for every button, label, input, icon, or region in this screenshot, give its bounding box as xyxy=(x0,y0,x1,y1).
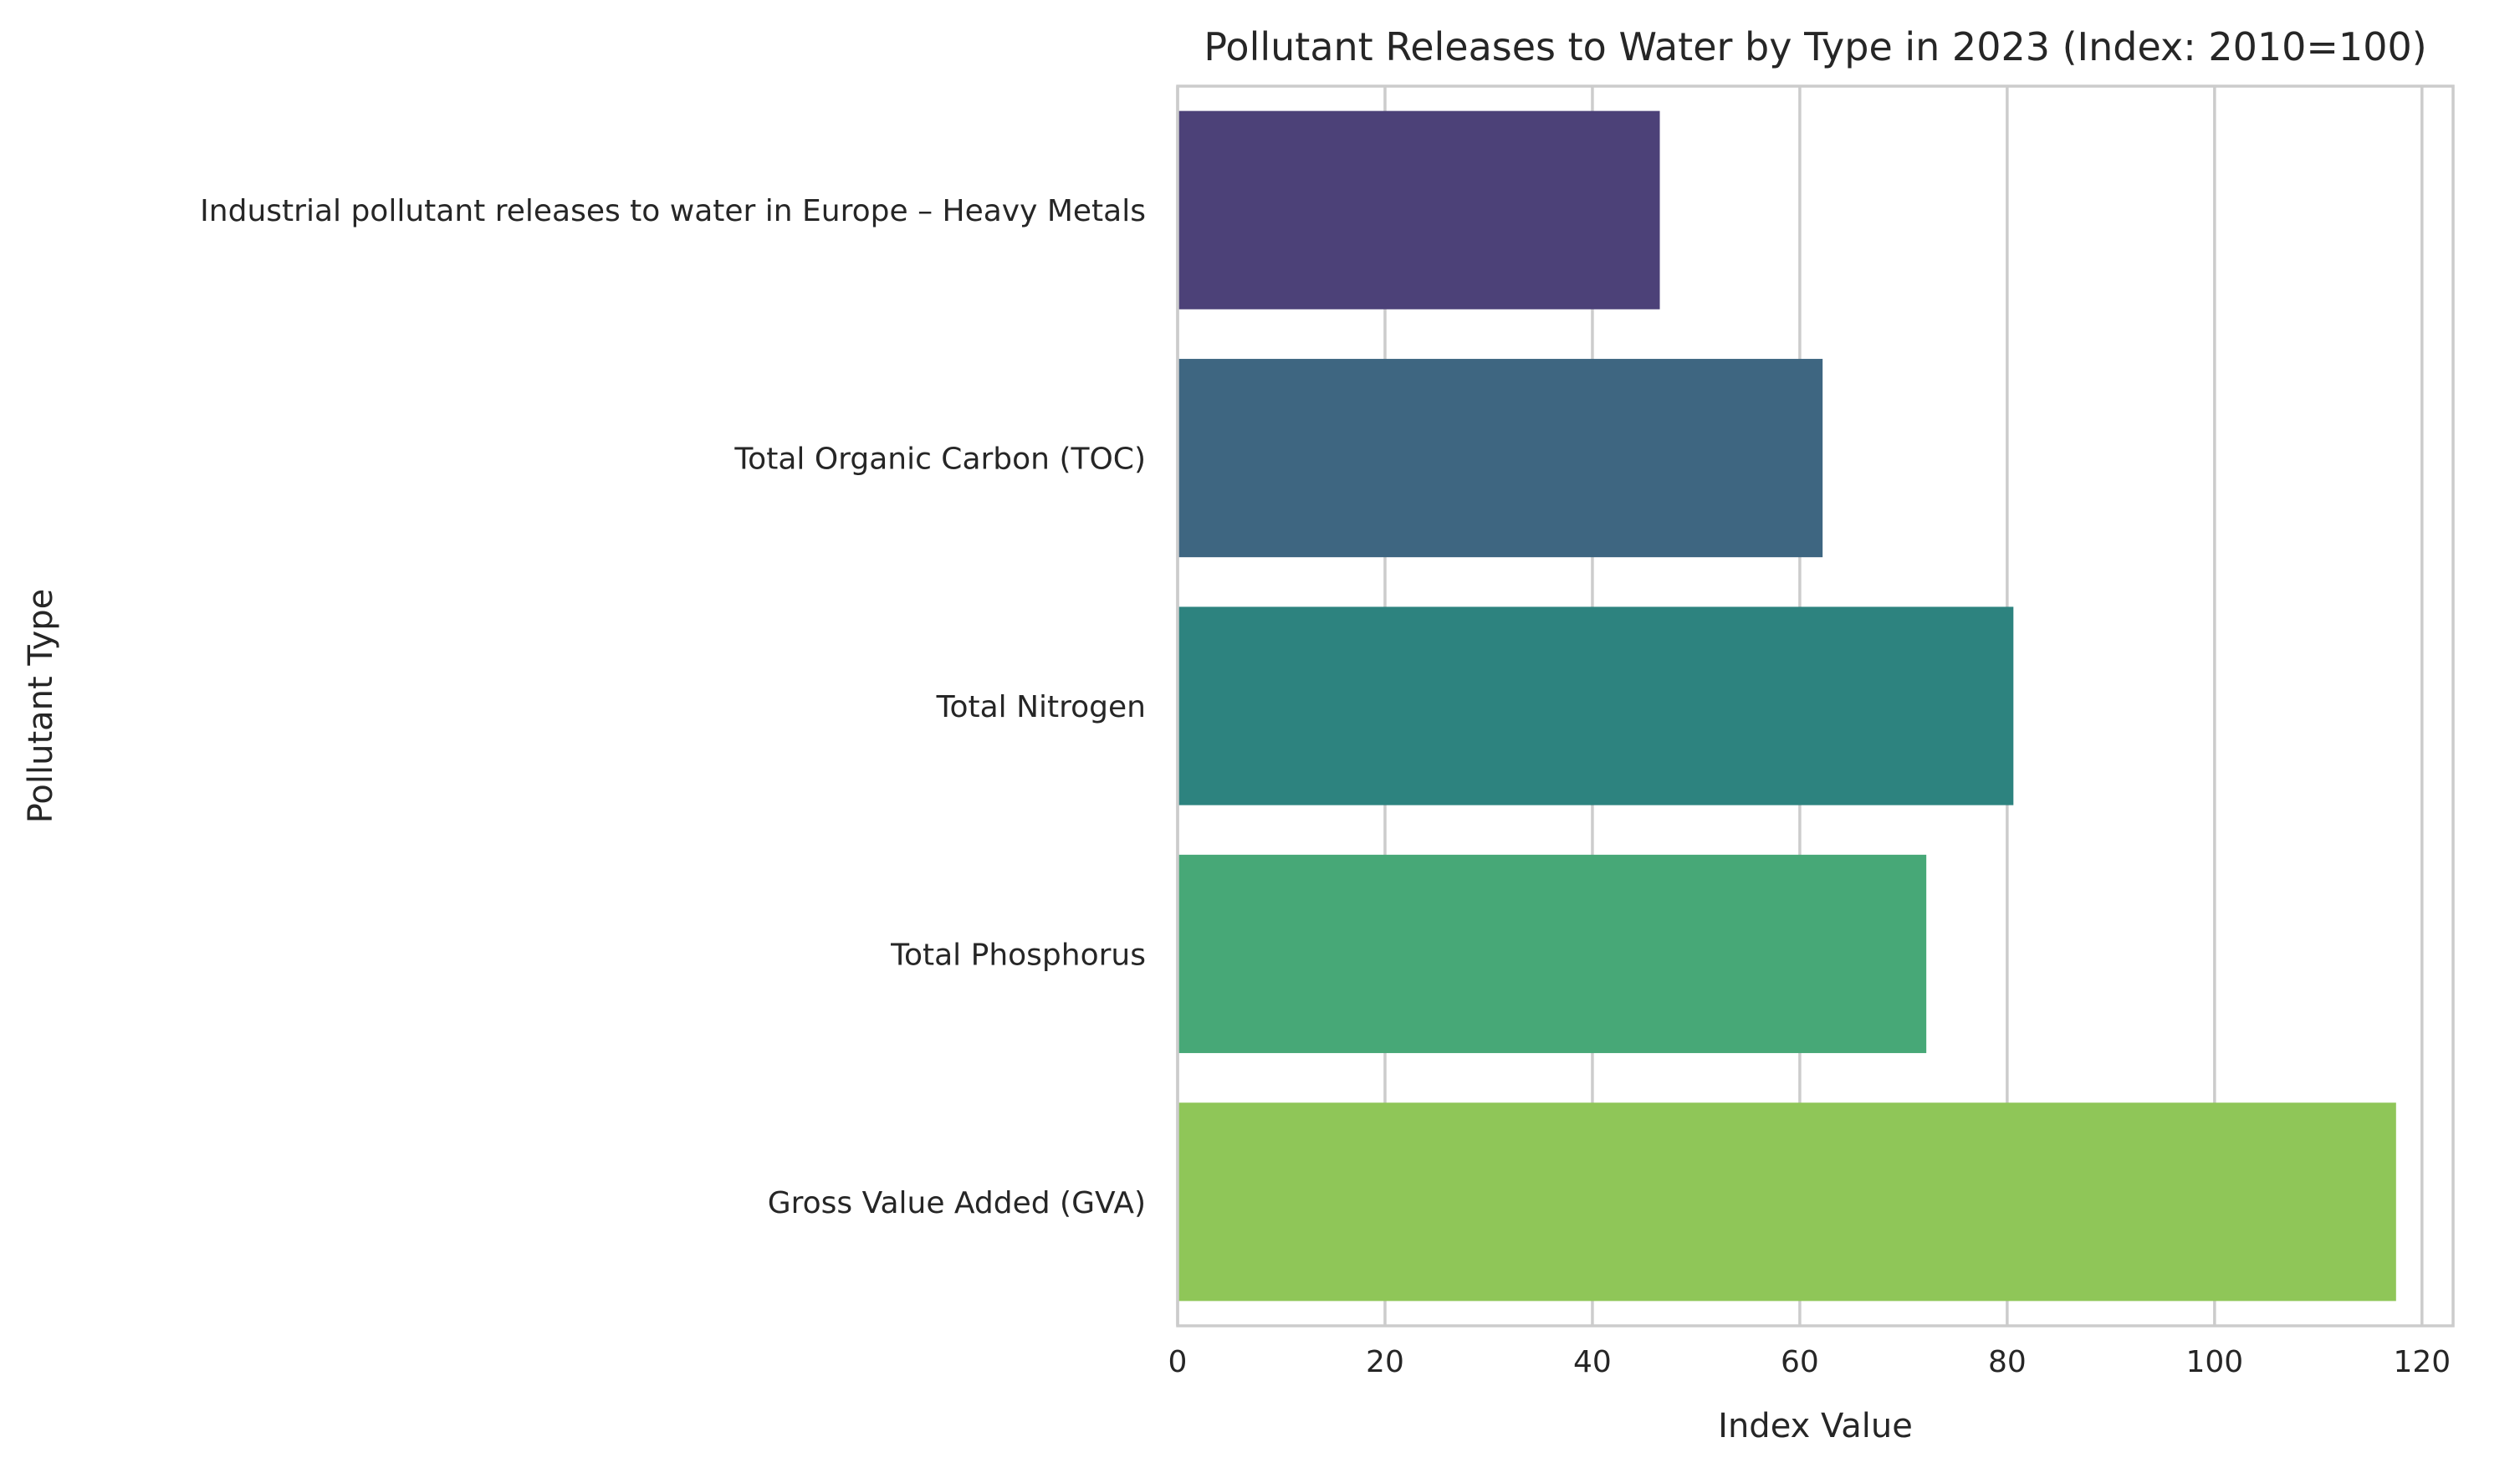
y-tick-label: Total Nitrogen xyxy=(936,690,1146,724)
x-tick-label: 100 xyxy=(2185,1345,2243,1379)
bars xyxy=(1178,110,2396,1302)
bar xyxy=(1178,854,1927,1053)
x-tick-label: 80 xyxy=(1988,1345,2027,1379)
y-tick-label: Total Organic Carbon (TOC) xyxy=(734,442,1146,477)
bar xyxy=(1178,606,2014,806)
x-tick-label: 20 xyxy=(1366,1345,1404,1379)
y-tick-label: Total Phosphorus xyxy=(890,938,1146,972)
y-tick-label: Gross Value Added (GVA) xyxy=(768,1186,1146,1220)
x-tick-label: 0 xyxy=(1168,1345,1188,1379)
plot-frame xyxy=(1176,84,2455,1327)
chart-title: Pollutant Releases to Water by Type in 2… xyxy=(1204,24,2426,69)
x-axis-ticks: 0 20 40 60 80 100 120 xyxy=(1168,1345,2451,1379)
x-axis-label: Index Value xyxy=(1718,1407,1913,1445)
x-tick-label: 60 xyxy=(1781,1345,1819,1379)
y-tick-label: Industrial pollutant releases to water i… xyxy=(200,194,1146,228)
bar xyxy=(1178,359,1823,558)
y-axis-ticks: Industrial pollutant releases to water i… xyxy=(200,194,1146,1220)
x-tick-label: 120 xyxy=(2393,1345,2451,1379)
y-axis-label: Pollutant Type xyxy=(22,589,60,824)
x-tick-label: 40 xyxy=(1573,1345,1612,1379)
bar xyxy=(1178,110,1660,309)
bar xyxy=(1178,1102,2396,1302)
